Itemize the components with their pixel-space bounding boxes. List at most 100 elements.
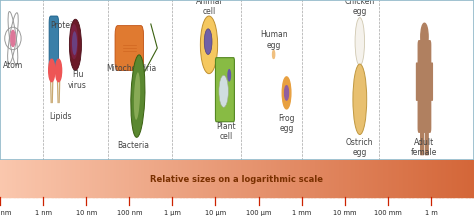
Bar [52, 160, 54, 197]
Bar [100, 160, 101, 197]
Bar [422, 160, 424, 197]
Text: 10 nm: 10 nm [75, 210, 97, 216]
Bar [19, 160, 21, 197]
Bar [427, 160, 428, 197]
Bar [291, 160, 293, 197]
Bar [409, 160, 411, 197]
Bar [91, 160, 94, 197]
Bar [455, 160, 457, 197]
Bar [125, 160, 127, 197]
Bar [108, 160, 109, 197]
Bar [328, 160, 331, 197]
Bar [112, 160, 114, 197]
Bar [161, 160, 163, 197]
Bar [389, 160, 391, 197]
Bar [383, 160, 384, 197]
Bar [471, 160, 473, 197]
Bar [316, 160, 318, 197]
Bar [469, 160, 471, 197]
Bar [423, 160, 426, 197]
Text: 100 μm: 100 μm [246, 210, 271, 216]
Circle shape [282, 77, 291, 109]
Bar [103, 160, 105, 197]
Bar [191, 160, 193, 197]
Bar [185, 160, 187, 197]
Text: 100 nm: 100 nm [117, 210, 142, 216]
Bar [93, 160, 95, 197]
Bar [278, 160, 280, 197]
Bar [30, 160, 32, 197]
Bar [273, 160, 275, 197]
Bar [1, 160, 4, 197]
Text: Flu
virus: Flu virus [68, 71, 87, 90]
Bar [326, 160, 328, 197]
Bar [68, 160, 70, 197]
Ellipse shape [131, 55, 145, 137]
Bar [416, 160, 418, 197]
Bar [167, 160, 170, 197]
Bar [57, 160, 59, 197]
Bar [436, 160, 438, 197]
Bar [188, 160, 190, 197]
Bar [127, 160, 128, 197]
Bar [58, 160, 61, 197]
Bar [180, 160, 182, 197]
Bar [313, 160, 315, 197]
Bar [412, 160, 414, 197]
Bar [267, 160, 269, 197]
Bar [164, 160, 166, 197]
Bar [302, 160, 304, 197]
Bar [428, 160, 430, 197]
Bar [169, 160, 171, 197]
Bar [232, 160, 234, 197]
Bar [182, 160, 184, 197]
Bar [82, 160, 84, 197]
Bar [148, 160, 151, 197]
Bar [218, 160, 220, 197]
Bar [387, 160, 389, 197]
Bar [259, 160, 261, 197]
Bar [118, 160, 120, 197]
Bar [327, 160, 329, 197]
Bar [137, 160, 139, 197]
Bar [236, 160, 237, 197]
Bar [0, 160, 2, 197]
Bar [155, 160, 157, 197]
Bar [449, 160, 451, 197]
Bar [171, 160, 173, 197]
Bar [419, 160, 421, 197]
Bar [194, 160, 196, 197]
Bar [466, 160, 468, 197]
Bar [33, 160, 35, 197]
Bar [349, 160, 351, 197]
Bar [248, 160, 250, 197]
Bar [351, 160, 353, 197]
Bar [438, 160, 440, 197]
Bar [219, 160, 222, 197]
Bar [231, 160, 233, 197]
Text: Ostrich
egg: Ostrich egg [346, 138, 374, 157]
Text: Mitochondria: Mitochondria [106, 64, 156, 73]
Ellipse shape [204, 29, 212, 54]
Bar [14, 160, 16, 197]
Text: Adult
female: Adult female [411, 138, 438, 157]
Bar [390, 160, 392, 197]
Bar [370, 160, 372, 197]
Bar [146, 160, 147, 197]
Bar [341, 160, 343, 197]
Ellipse shape [219, 75, 228, 107]
Bar [276, 160, 279, 197]
Bar [439, 160, 441, 197]
Bar [60, 160, 62, 197]
Bar [81, 160, 82, 197]
Bar [473, 160, 474, 197]
Bar [193, 160, 195, 197]
Text: Frog
egg: Frog egg [278, 114, 295, 133]
Bar [338, 160, 340, 197]
Bar [465, 160, 466, 197]
Bar [36, 160, 38, 197]
Bar [13, 160, 15, 197]
Bar [41, 160, 43, 197]
Bar [458, 160, 460, 197]
Bar [16, 160, 18, 197]
